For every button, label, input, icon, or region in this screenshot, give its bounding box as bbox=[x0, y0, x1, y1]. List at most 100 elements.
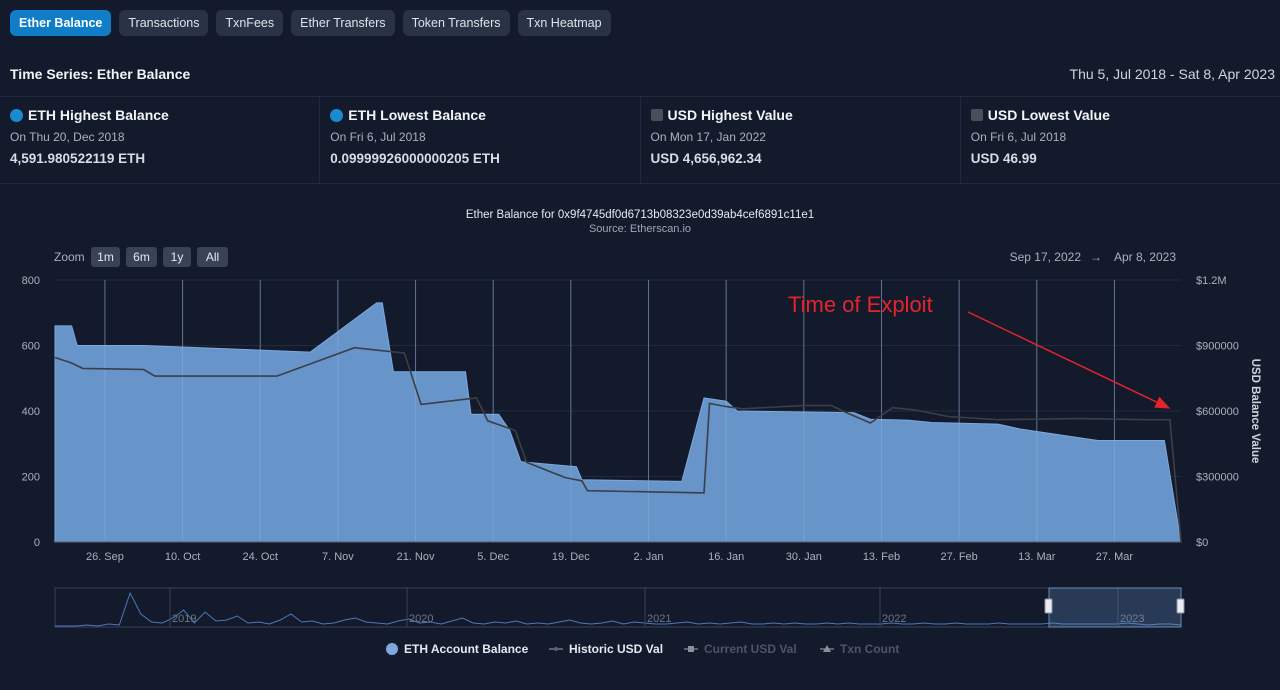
stat-eth-highest: ETH Highest Balance On Thu 20, Dec 2018 … bbox=[0, 97, 321, 183]
stat-label: ETH Lowest Balance bbox=[348, 107, 486, 123]
range-to[interactable]: Apr 8, 2023 bbox=[1114, 250, 1176, 264]
y-right-tick-label: $600000 bbox=[1196, 406, 1239, 418]
x-tick-label: 7. Nov bbox=[322, 551, 354, 563]
x-tick-label: 21. Nov bbox=[397, 551, 435, 563]
navigator-year-label: 2022 bbox=[882, 613, 906, 625]
legend-point-icon bbox=[554, 647, 558, 651]
usd-square-icon bbox=[650, 109, 663, 121]
x-tick-label: 5. Dec bbox=[477, 551, 509, 563]
y-left-tick-label: 400 bbox=[22, 406, 40, 418]
eth-dot-icon bbox=[10, 108, 23, 122]
stat-value: USD 4,656,962.34 bbox=[650, 151, 762, 166]
y-right-axis-title: USD Balance Value bbox=[1249, 359, 1261, 464]
stat-value: 4,591.980522119 ETH bbox=[10, 151, 146, 166]
x-tick-label: 2. Jan bbox=[634, 551, 664, 563]
tab-ether-transfers[interactable]: Ether Transfers bbox=[291, 10, 395, 36]
navigator-selection[interactable] bbox=[1048, 587, 1182, 628]
legend-label: Current USD Val bbox=[704, 642, 797, 656]
legend-triangle-icon bbox=[823, 645, 831, 652]
stat-date: On Fri 6, Jul 2018 bbox=[330, 130, 426, 144]
x-tick-label: 10. Oct bbox=[165, 551, 200, 563]
zoom-label: Zoom bbox=[54, 250, 85, 264]
stat-label: ETH Highest Balance bbox=[28, 107, 169, 123]
y-right-tick-label: $300000 bbox=[1196, 472, 1239, 484]
eth-dot-icon bbox=[330, 108, 344, 122]
x-tick-label: 30. Jan bbox=[786, 551, 822, 563]
stat-label: USD Lowest Value bbox=[987, 107, 1110, 123]
chart-title: Ether Balance for 0x9f4745df0d6713b08323… bbox=[466, 209, 814, 221]
stat-value: 0.09999926000000205 ETH bbox=[330, 151, 500, 166]
navigator-year-label: 2019 bbox=[172, 613, 196, 625]
tab-bar: Ether Balance Transactions TxnFees Ether… bbox=[10, 10, 611, 36]
stat-usd-lowest: USD Lowest Value On Fri 6, Jul 2018 USD … bbox=[961, 97, 1280, 183]
x-tick-label: 19. Dec bbox=[552, 551, 590, 563]
legend-label: ETH Account Balance bbox=[404, 642, 529, 656]
x-tick-label: 13. Feb bbox=[863, 551, 900, 563]
y-left-tick-label: 600 bbox=[22, 341, 40, 353]
stat-value: USD 46.99 bbox=[970, 151, 1037, 166]
legend-label: Txn Count bbox=[840, 642, 899, 656]
stat-usd-highest: USD Highest Value On Mon 17, Jan 2022 US… bbox=[641, 97, 961, 183]
zoom-1m-label: 1m bbox=[97, 250, 114, 264]
legend-txn-count[interactable]: Txn Count bbox=[820, 642, 899, 656]
navigator-year-label: 2020 bbox=[409, 613, 433, 625]
plot-area: 0 200 400 600 800 $0 $300000 $600000 $900000 $1.2… bbox=[22, 275, 1239, 563]
legend-historic-usd-val[interactable]: Historic USD Val bbox=[549, 642, 663, 656]
navigator-series-line bbox=[55, 591, 1182, 627]
x-tick-label: 13. Mar bbox=[1018, 551, 1056, 563]
stat-date: On Thu 20, Dec 2018 bbox=[10, 130, 125, 144]
date-range: Thu 5, Jul 2018 - Sat 8, Apr 2023 bbox=[1069, 66, 1275, 82]
tab-token-transfers[interactable]: Token Transfers bbox=[402, 10, 510, 36]
tab-ether-balance[interactable]: Ether Balance bbox=[10, 10, 112, 36]
navigator-left-handle[interactable] bbox=[1044, 598, 1053, 614]
legend: ETH Account Balance Historic USD Val Cur… bbox=[386, 642, 899, 656]
tab-txnfees[interactable]: TxnFees bbox=[216, 10, 284, 36]
y-right-tick-label: $0 bbox=[1196, 537, 1208, 549]
legend-area-icon bbox=[386, 643, 398, 655]
stat-eth-lowest: ETH Lowest Balance On Fri 6, Jul 2018 0.… bbox=[320, 97, 641, 183]
navigator-year-label: 2021 bbox=[647, 613, 671, 625]
legend-label: Historic USD Val bbox=[569, 642, 663, 656]
navigator-year-label: 2023 bbox=[1120, 613, 1144, 625]
x-tick-label: 27. Feb bbox=[940, 551, 977, 563]
legend-current-usd-val[interactable]: Current USD Val bbox=[684, 642, 797, 656]
legend-square-icon bbox=[688, 646, 694, 652]
range-from[interactable]: Sep 17, 2022 bbox=[1010, 250, 1082, 264]
stat-date: On Mon 17, Jan 2022 bbox=[650, 130, 766, 144]
zoom-all-button[interactable]: All bbox=[197, 247, 228, 267]
zoom-1y-button[interactable]: 1y bbox=[163, 247, 191, 267]
legend-eth-account-balance[interactable]: ETH Account Balance bbox=[386, 642, 529, 656]
navigator[interactable]: 2019 2020 2021 2022 2023 bbox=[54, 587, 1185, 628]
tab-txn-heatmap[interactable]: Txn Heatmap bbox=[517, 10, 611, 36]
navigator-right-handle[interactable] bbox=[1176, 598, 1185, 614]
exploit-arrow bbox=[967, 311, 1171, 409]
usd-square-icon bbox=[970, 109, 983, 121]
x-tick-label: 16. Jan bbox=[708, 551, 744, 563]
y-left-tick-label: 200 bbox=[22, 472, 40, 484]
x-tick-label: 26. Sep bbox=[86, 551, 124, 563]
tab-transactions[interactable]: Transactions bbox=[119, 10, 209, 36]
exploit-annotation: Time of Exploit bbox=[788, 292, 933, 317]
zoom-1m-button[interactable]: 1m bbox=[91, 247, 120, 267]
x-tick-label: 24. Oct bbox=[242, 551, 277, 563]
stat-label: USD Highest Value bbox=[667, 107, 793, 123]
navigator-year-labels: 2019 2020 2021 2022 2023 bbox=[169, 588, 1144, 627]
range-arrow: → bbox=[1090, 250, 1102, 264]
zoom-all-label: All bbox=[206, 250, 219, 264]
y-right-tick-label: $900000 bbox=[1196, 341, 1239, 353]
section-title: Time Series: Ether Balance bbox=[10, 66, 191, 82]
y-right-tick-label: $1.2M bbox=[1196, 275, 1227, 287]
eth-balance-area bbox=[54, 302, 1182, 543]
stats-row: ETH Highest Balance On Thu 20, Dec 2018 … bbox=[0, 96, 1280, 184]
zoom-6m-label: 6m bbox=[133, 250, 150, 264]
navigator-frame bbox=[54, 587, 1182, 628]
y-left-tick-label: 0 bbox=[34, 537, 40, 549]
chart-subtitle: Source: Etherscan.io bbox=[589, 223, 691, 235]
zoom-1y-label: 1y bbox=[171, 250, 184, 264]
stat-date: On Fri 6, Jul 2018 bbox=[970, 130, 1067, 144]
zoom-6m-button[interactable]: 6m bbox=[126, 247, 157, 267]
historic-usd-line bbox=[54, 346, 1182, 543]
x-tick-label: 27. Mar bbox=[1096, 551, 1134, 563]
y-left-tick-label: 800 bbox=[22, 275, 40, 287]
